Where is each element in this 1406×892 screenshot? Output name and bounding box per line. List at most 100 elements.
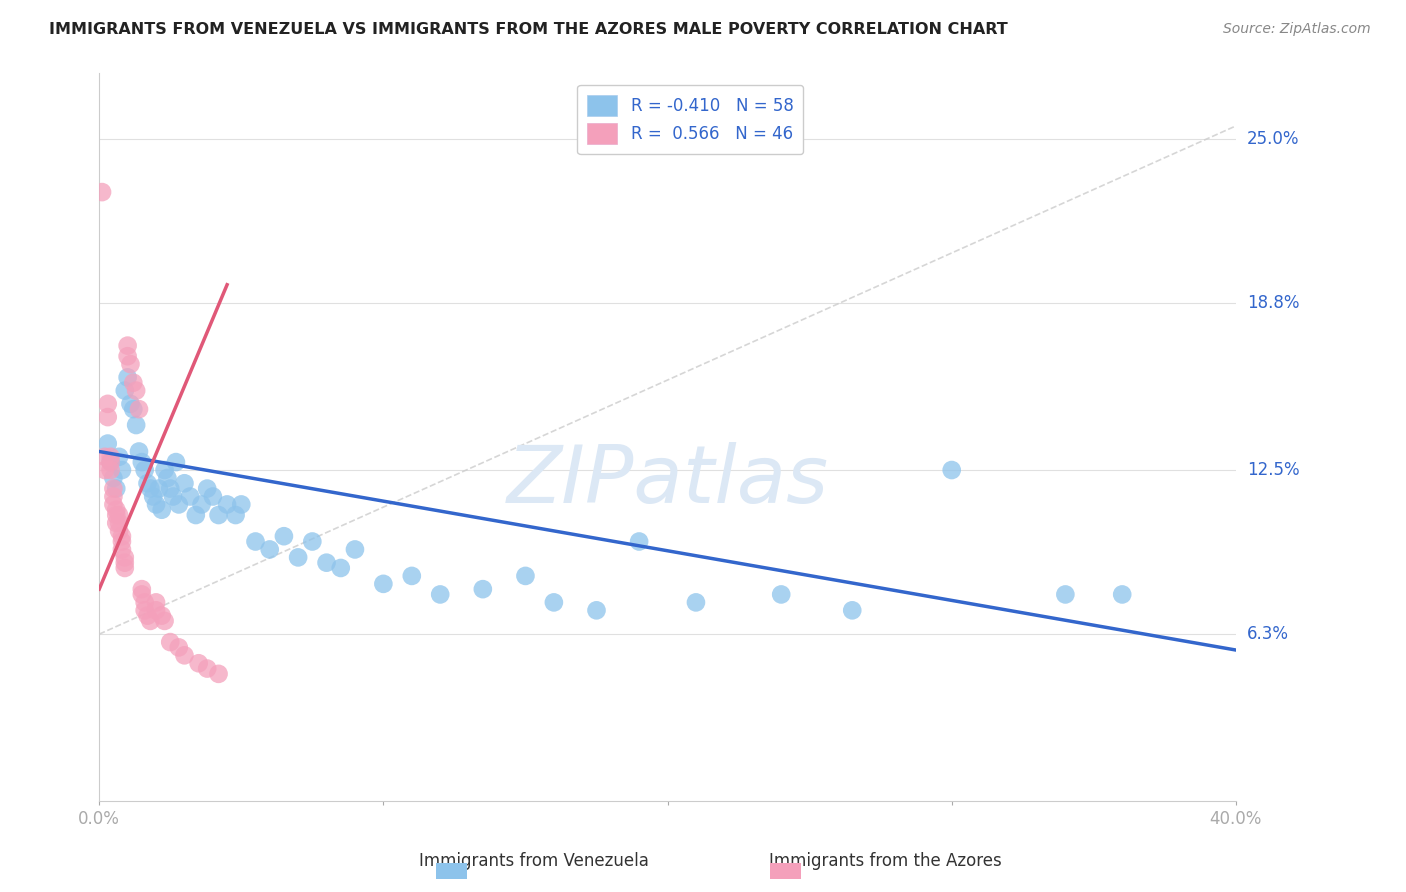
Point	[543, 595, 565, 609]
Point	[162, 490, 184, 504]
Point	[122, 376, 145, 390]
Point	[97, 397, 120, 411]
Point	[225, 508, 247, 522]
Point	[108, 508, 131, 522]
Point	[131, 582, 153, 596]
Point	[125, 384, 148, 398]
Point	[105, 502, 128, 516]
Point	[153, 614, 176, 628]
Text: IMMIGRANTS FROM VENEZUELA VS IMMIGRANTS FROM THE AZORES MALE POVERTY CORRELATION: IMMIGRANTS FROM VENEZUELA VS IMMIGRANTS …	[49, 22, 1008, 37]
Point	[585, 603, 607, 617]
Point	[120, 357, 142, 371]
Point	[167, 498, 190, 512]
Point	[114, 561, 136, 575]
Text: Immigrants from the Azores: Immigrants from the Azores	[769, 852, 1002, 870]
Point	[195, 482, 218, 496]
Point	[1054, 587, 1077, 601]
Point	[217, 498, 239, 512]
Point	[343, 542, 366, 557]
Point	[111, 529, 134, 543]
Point	[145, 498, 167, 512]
Point	[117, 370, 139, 384]
Point	[287, 550, 309, 565]
Point	[100, 455, 122, 469]
Point	[159, 482, 181, 496]
Point	[167, 640, 190, 655]
Point	[103, 498, 125, 512]
Point	[315, 556, 337, 570]
Text: ZIPatlas: ZIPatlas	[506, 442, 828, 520]
Point	[159, 635, 181, 649]
Point	[122, 402, 145, 417]
Point	[841, 603, 863, 617]
Point	[105, 516, 128, 530]
Point	[301, 534, 323, 549]
Point	[103, 482, 125, 496]
Point	[173, 648, 195, 663]
Point	[120, 397, 142, 411]
Point	[136, 608, 159, 623]
Point	[184, 508, 207, 522]
Point	[770, 587, 793, 601]
Point	[429, 587, 451, 601]
Point	[108, 516, 131, 530]
Point	[165, 455, 187, 469]
Text: 18.8%: 18.8%	[1247, 294, 1299, 312]
Point	[134, 595, 156, 609]
Point	[179, 490, 201, 504]
Point	[125, 417, 148, 432]
Point	[111, 534, 134, 549]
Point	[1111, 587, 1133, 601]
Point	[100, 455, 122, 469]
Point	[153, 463, 176, 477]
Point	[131, 587, 153, 601]
Point	[94, 450, 117, 464]
Legend: R = -0.410   N = 58, R =  0.566   N = 46: R = -0.410 N = 58, R = 0.566 N = 46	[578, 85, 803, 154]
Point	[100, 463, 122, 477]
Point	[103, 490, 125, 504]
Point	[515, 569, 537, 583]
Point	[111, 463, 134, 477]
Point	[329, 561, 352, 575]
Text: Immigrants from Venezuela: Immigrants from Venezuela	[419, 852, 650, 870]
Point	[105, 508, 128, 522]
Point	[134, 463, 156, 477]
Point	[173, 476, 195, 491]
Point	[128, 402, 150, 417]
Point	[103, 471, 125, 485]
Point	[628, 534, 651, 549]
Point	[195, 662, 218, 676]
Text: 25.0%: 25.0%	[1247, 130, 1299, 148]
Point	[471, 582, 494, 596]
Point	[108, 524, 131, 538]
Text: 6.3%: 6.3%	[1247, 625, 1289, 643]
Point	[128, 444, 150, 458]
Point	[150, 502, 173, 516]
Point	[108, 450, 131, 464]
Point	[201, 490, 224, 504]
Point	[131, 455, 153, 469]
Point	[111, 542, 134, 557]
Point	[139, 482, 162, 496]
Point	[139, 614, 162, 628]
Point	[100, 450, 122, 464]
Point	[145, 603, 167, 617]
Point	[156, 471, 179, 485]
Point	[190, 498, 212, 512]
Point	[401, 569, 423, 583]
Point	[259, 542, 281, 557]
Text: 12.5%: 12.5%	[1247, 461, 1299, 479]
Point	[114, 550, 136, 565]
Point	[117, 349, 139, 363]
Point	[117, 338, 139, 352]
Point	[273, 529, 295, 543]
Point	[187, 657, 209, 671]
Point	[231, 498, 253, 512]
Text: Source: ZipAtlas.com: Source: ZipAtlas.com	[1223, 22, 1371, 37]
Point	[91, 185, 114, 199]
Point	[685, 595, 707, 609]
Point	[145, 595, 167, 609]
Point	[373, 577, 395, 591]
Point	[150, 608, 173, 623]
Point	[105, 482, 128, 496]
